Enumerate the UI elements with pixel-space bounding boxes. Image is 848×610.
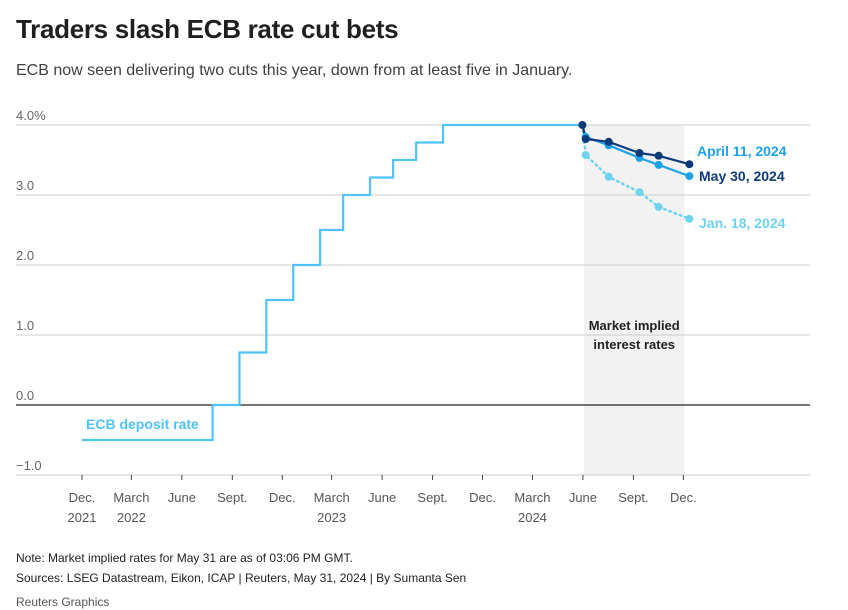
shaded-region-label-line1: Market implied <box>589 318 680 333</box>
chart-subtitle: ECB now seen delivering two cuts this ye… <box>16 62 573 79</box>
series-label-april-11-2024: April 11, 2024 <box>697 143 787 159</box>
data-point-anchor <box>578 121 587 129</box>
footer-brand: Reuters Graphics <box>16 595 110 609</box>
footer-sources: Sources: LSEG Datastream, Eikon, ICAP | … <box>16 571 467 585</box>
x-tick-year-label: 2022 <box>117 510 146 525</box>
y-tick-label: 0.0 <box>16 388 34 403</box>
data-point-may-30-2024 <box>581 135 590 143</box>
series-line-ecb-deposit-rate <box>82 123 583 442</box>
data-point-may-30-2024 <box>654 151 663 160</box>
data-point-may-30-2024 <box>604 137 613 146</box>
x-tick-label: Dec. <box>469 490 496 505</box>
series-label-jan-18-2024: Jan. 18, 2024 <box>699 215 786 231</box>
x-tick-label: June <box>569 490 597 505</box>
data-point-jan-18-2024 <box>581 151 590 160</box>
x-tick-label: Dec. <box>269 490 296 505</box>
chart-title: Traders slash ECB rate cut bets <box>16 14 399 44</box>
x-tick-label: June <box>168 490 196 505</box>
data-point-jan-18-2024 <box>685 214 694 223</box>
x-tick-label: Sept. <box>618 490 648 505</box>
x-tick-year-label: 2023 <box>317 510 346 525</box>
data-point-april-11-2024 <box>654 160 663 169</box>
x-tick-label: March <box>514 490 550 505</box>
x-tick-year-label: 2024 <box>518 510 547 525</box>
data-point-jan-18-2024 <box>635 188 644 197</box>
x-tick-year-label: 2021 <box>68 510 97 525</box>
x-tick-label: March <box>314 490 350 505</box>
market-implied-shaded-region <box>584 125 685 475</box>
data-point-jan-18-2024 <box>654 202 663 211</box>
shaded-region-label-line2: interest rates <box>593 337 675 352</box>
gridlines <box>16 124 810 476</box>
series-line-jan-18-2024 <box>581 123 691 221</box>
y-tick-labels: 4.0% 3.0 2.0 1.0 0.0 −1.0 <box>16 108 46 473</box>
x-tick-label: Sept. <box>217 490 247 505</box>
x-tick-label: Dec. <box>69 490 96 505</box>
chart: 4.0% 3.0 2.0 1.0 0.0 −1.0 Dec. 2021 March 2022 Ju… <box>16 108 810 525</box>
x-ticks: Dec. 2021 March 2022 June Sept. Dec. March 2023 J… <box>68 475 697 525</box>
series-label-may-30-2024: May 30, 2024 <box>699 168 785 184</box>
series-label-ecb-deposit-rate: ECB deposit rate <box>86 416 199 432</box>
data-point-may-30-2024 <box>685 160 694 169</box>
series-points <box>578 121 694 223</box>
y-tick-label: −1.0 <box>16 458 42 473</box>
data-point-jan-18-2024 <box>604 172 613 181</box>
x-tick-label: March <box>113 490 149 505</box>
y-tick-label: 4.0% <box>16 108 46 123</box>
y-tick-label: 3.0 <box>16 178 34 193</box>
data-point-may-30-2024 <box>635 149 644 157</box>
y-tick-label: 2.0 <box>16 248 34 263</box>
footer-note: Note: Market implied rates for May 31 ar… <box>16 551 353 565</box>
x-tick-label: Sept. <box>417 490 447 505</box>
x-tick-label: June <box>368 490 396 505</box>
y-tick-label: 1.0 <box>16 318 34 333</box>
x-tick-label: Dec. <box>670 490 697 505</box>
data-point-april-11-2024 <box>685 172 694 181</box>
